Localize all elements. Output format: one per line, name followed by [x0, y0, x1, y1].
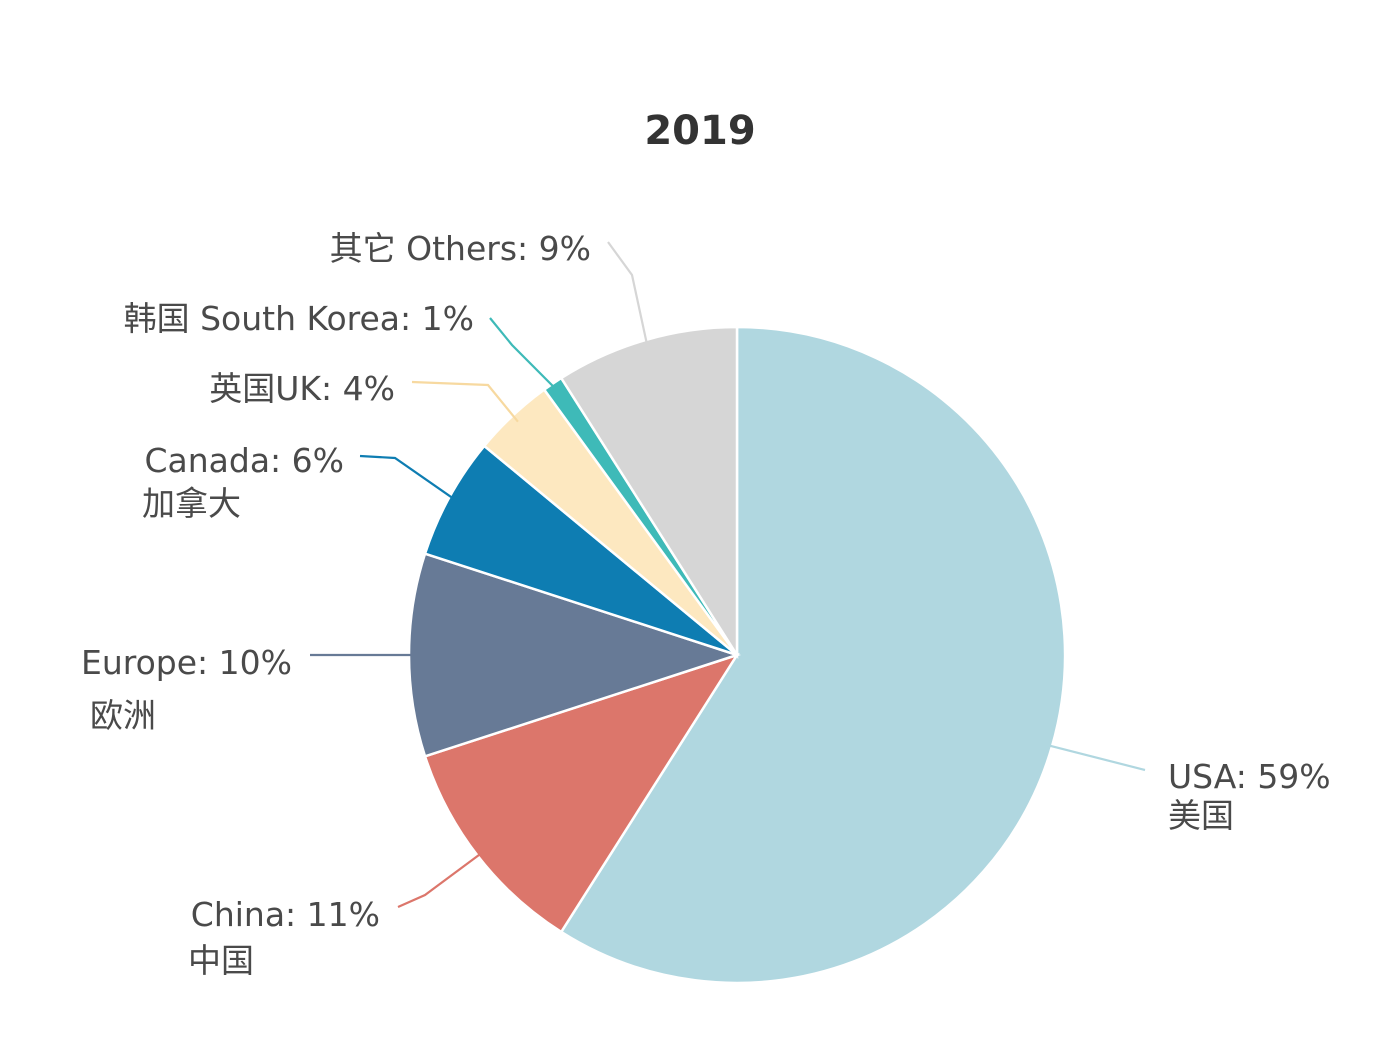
- chart-title: 2019: [644, 108, 756, 154]
- label-usa: USA: 59%: [1168, 757, 1331, 796]
- connector-uk: [411, 380, 519, 423]
- slice-labels: USA: 59%美国 China: 11% 中国 Europe: 10% 欧洲 Canad…: [81, 229, 1331, 980]
- connector-south-korea: [489, 317, 558, 392]
- label-cn-canada: 加拿大: [142, 484, 241, 523]
- pie-slices: [407, 325, 1067, 985]
- label-connectors: [310, 241, 1146, 909]
- connector-canada: [359, 454, 458, 502]
- label-south-korea: 韩国 South Korea: 1%: [124, 299, 474, 338]
- label-uk: 英国UK: 4%: [209, 369, 395, 408]
- connector-others: [607, 241, 649, 348]
- label-cn-europe: 欧洲: [90, 696, 156, 735]
- label-europe: Europe: 10%: [81, 643, 292, 682]
- connector-china: [397, 850, 485, 909]
- label-cn-usa: 美国: [1168, 796, 1234, 835]
- connector-usa: [1044, 743, 1146, 772]
- label-cn-china: 中国: [188, 941, 254, 980]
- label-canada: Canada: 6%: [144, 441, 344, 480]
- label-others: 其它 Others: 9%: [330, 229, 591, 268]
- label-china: China: 11%: [191, 895, 380, 934]
